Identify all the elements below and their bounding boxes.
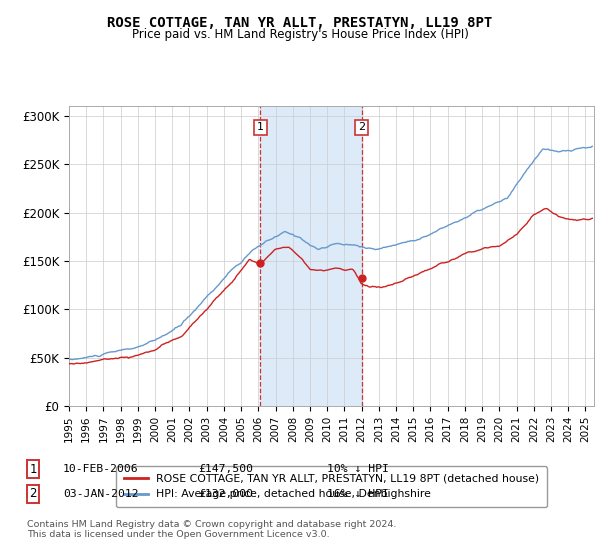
Text: 10% ↓ HPI: 10% ↓ HPI — [327, 464, 389, 474]
Text: 16% ↓ HPI: 16% ↓ HPI — [327, 489, 389, 499]
Text: £132,000: £132,000 — [198, 489, 253, 499]
Text: 2: 2 — [29, 487, 37, 501]
Legend: ROSE COTTAGE, TAN YR ALLT, PRESTATYN, LL19 8PT (detached house), HPI: Average pr: ROSE COTTAGE, TAN YR ALLT, PRESTATYN, LL… — [116, 466, 547, 507]
Text: Price paid vs. HM Land Registry's House Price Index (HPI): Price paid vs. HM Land Registry's House … — [131, 28, 469, 41]
Text: 1: 1 — [29, 463, 37, 476]
Text: Contains HM Land Registry data © Crown copyright and database right 2024.
This d: Contains HM Land Registry data © Crown c… — [27, 520, 397, 539]
Text: 1: 1 — [257, 123, 264, 132]
Text: £147,500: £147,500 — [198, 464, 253, 474]
Bar — [260, 106, 362, 406]
Text: 10-FEB-2006: 10-FEB-2006 — [63, 464, 139, 474]
Text: 2: 2 — [358, 123, 365, 132]
Text: ROSE COTTAGE, TAN YR ALLT, PRESTATYN, LL19 8PT: ROSE COTTAGE, TAN YR ALLT, PRESTATYN, LL… — [107, 16, 493, 30]
Text: 03-JAN-2012: 03-JAN-2012 — [63, 489, 139, 499]
